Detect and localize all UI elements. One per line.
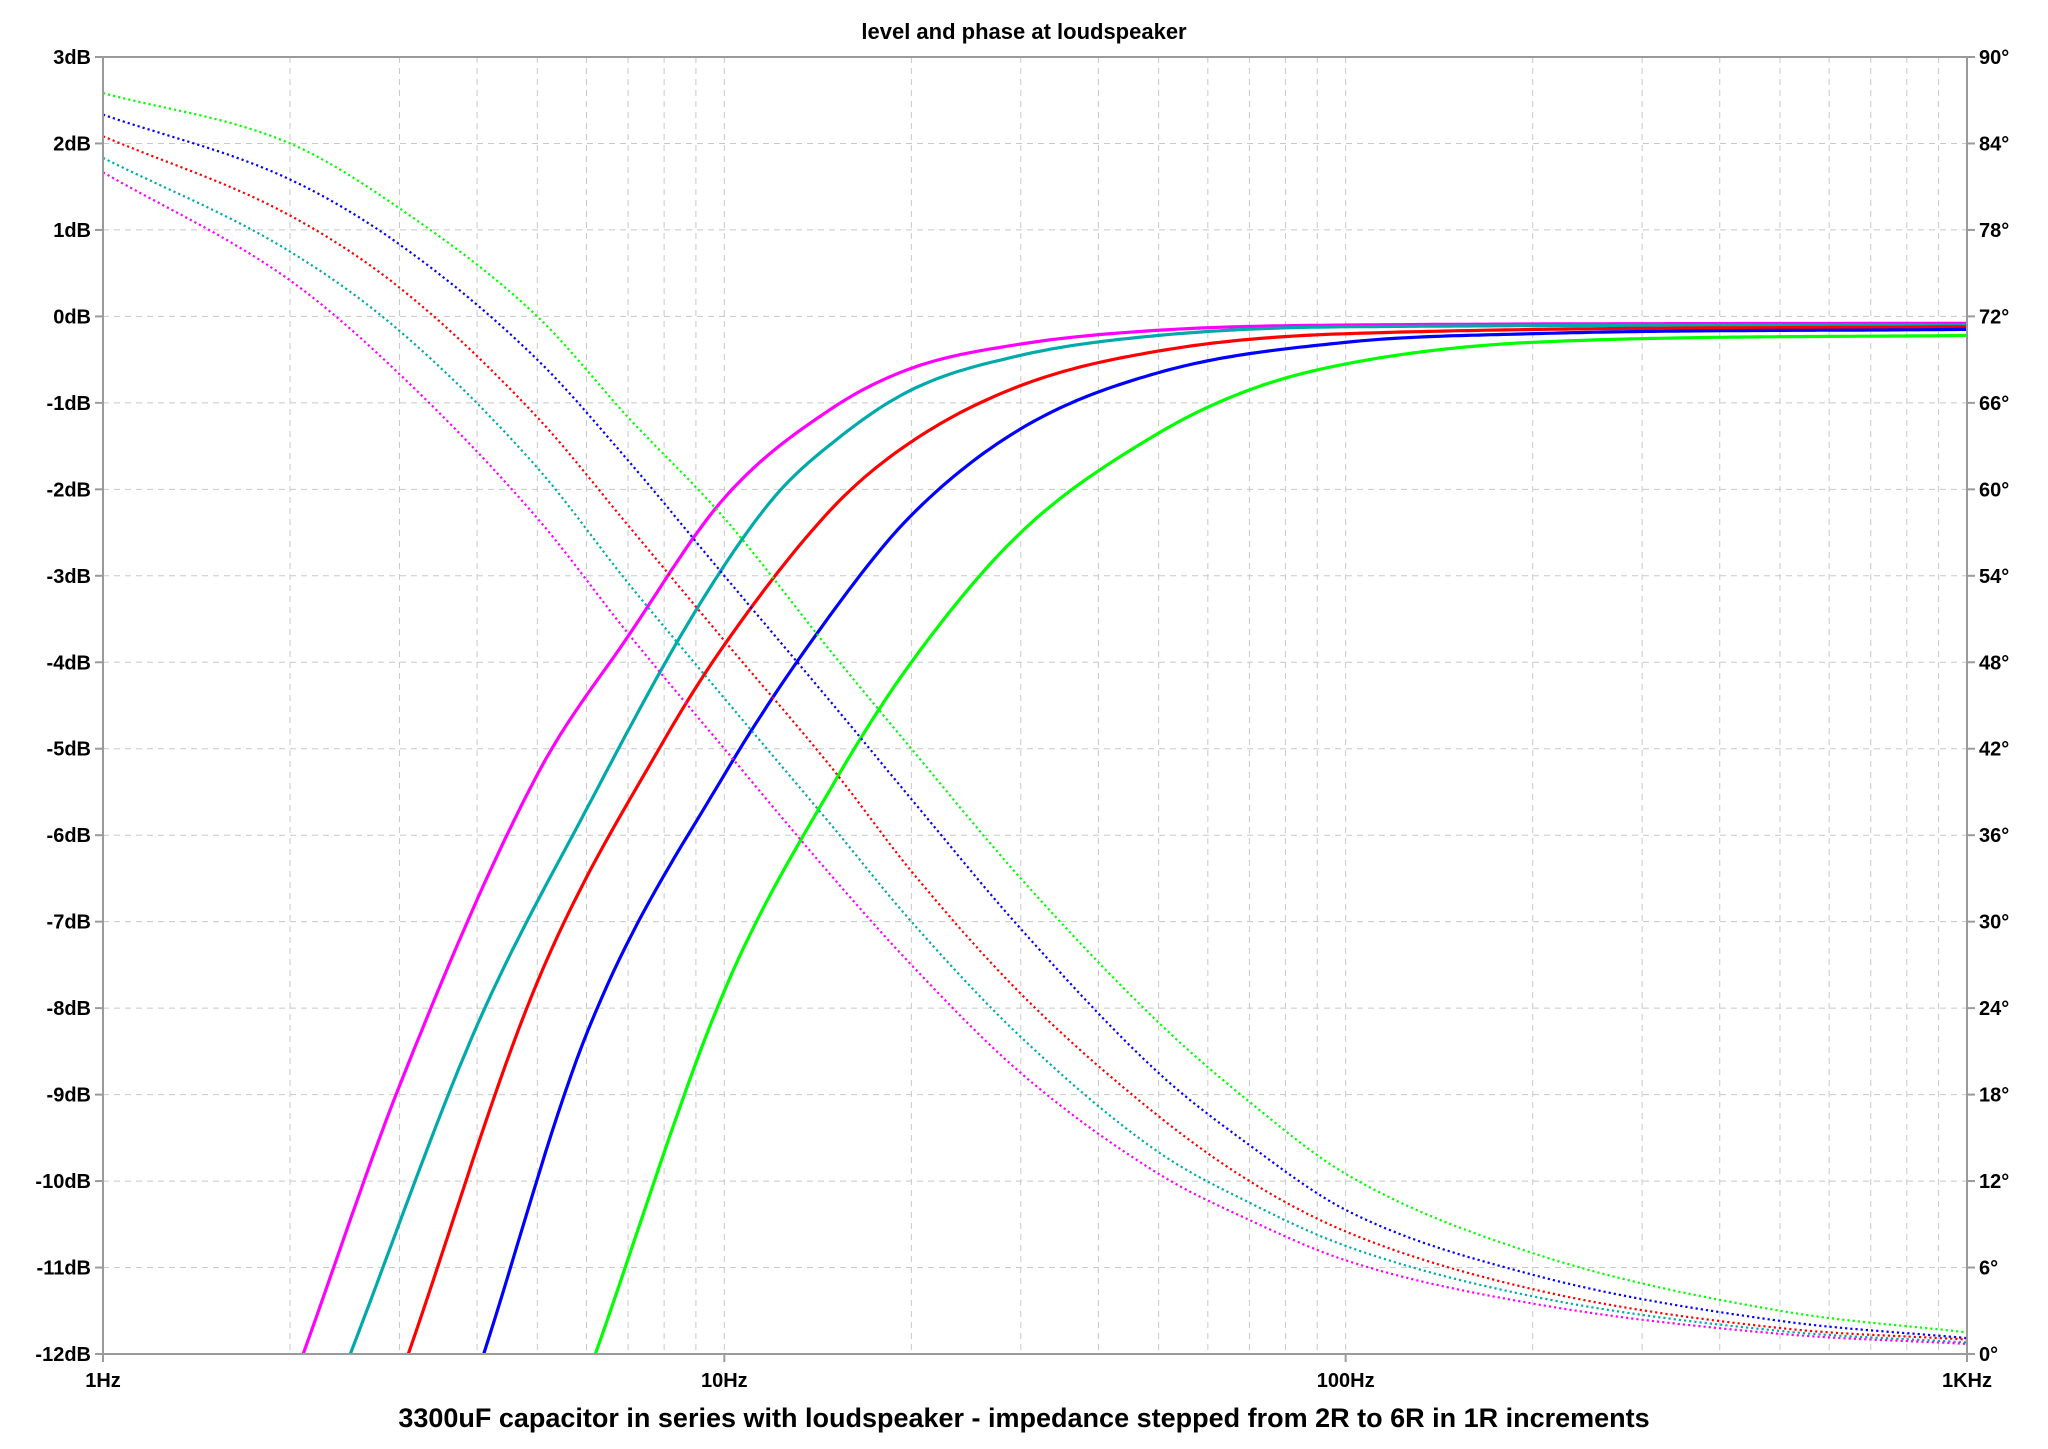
phase-curve-5	[102, 91, 1968, 1334]
gridlines	[103, 57, 1967, 1354]
left-tick-label: -7dB	[47, 912, 91, 934]
right-tick-label: 6°	[1979, 1258, 1998, 1280]
right-tick-label: 72°	[1979, 306, 2009, 328]
x-tick-label: 100Hz	[1317, 1370, 1375, 1392]
left-tick-label: -4dB	[47, 652, 91, 674]
right-tick-label: 66°	[1979, 393, 2009, 415]
x-tick-label: 1KHz	[1942, 1370, 1992, 1392]
level-curve-2	[406, 325, 1967, 1355]
left-tick-label: -9dB	[47, 1085, 91, 1107]
x-axis-labels: 1Hz 10Hz 100Hz 1KHz	[85, 1370, 1992, 1392]
right-tick-label: 54°	[1979, 566, 2009, 588]
left-tick-label: -1dB	[47, 393, 91, 415]
left-tick-label: 3dB	[53, 47, 91, 69]
left-tick-label: 0dB	[53, 306, 91, 328]
tick-marks	[95, 56, 1975, 1362]
plot-frame	[102, 56, 1968, 1355]
level-curve-0	[301, 321, 1967, 1355]
series-curves	[102, 91, 1968, 1355]
left-tick-label: -10dB	[35, 1171, 91, 1193]
level-curve-1	[348, 323, 1968, 1355]
right-tick-label: 0°	[1979, 1344, 1998, 1366]
right-axis-labels: 90° 84° 78° 72° 66° 60° 54° 48° 42° 36° 30° 24° 18° 1…	[1979, 47, 2009, 1366]
right-tick-label: 90°	[1979, 47, 2009, 69]
right-tick-label: 84°	[1979, 133, 2009, 155]
right-tick-label: 24°	[1979, 998, 2009, 1020]
left-tick-label: -12dB	[35, 1344, 91, 1366]
left-tick-label: 2dB	[53, 133, 91, 155]
left-axis-labels: 3dB 2dB 1dB 0dB -1dB -2dB -3dB -4dB -5dB -6dB -7dB…	[35, 47, 91, 1366]
phase-curve-9	[102, 171, 1968, 1345]
left-tick-label: -6dB	[47, 825, 91, 847]
phase-curve-6	[102, 113, 1968, 1340]
x-tick-label: 1Hz	[85, 1370, 121, 1392]
level-curve-3	[482, 327, 1967, 1355]
left-tick-label: -8dB	[47, 998, 91, 1020]
right-tick-label: 36°	[1979, 825, 2009, 847]
right-tick-label: 18°	[1979, 1085, 2009, 1107]
level-curve-4	[593, 333, 1968, 1355]
x-axis-title: 3300uF capacitor in series with loudspea…	[398, 1403, 1649, 1433]
x-tick-label: 10Hz	[701, 1370, 748, 1392]
chart-title: level and phase at loudspeaker	[861, 19, 1187, 44]
left-tick-label: 1dB	[53, 220, 91, 242]
phase-curve-8	[102, 156, 1968, 1344]
right-tick-label: 12°	[1979, 1171, 2009, 1193]
left-tick-label: -11dB	[37, 1258, 91, 1280]
right-tick-label: 48°	[1979, 652, 2009, 674]
right-tick-label: 30°	[1979, 912, 2009, 934]
right-tick-label: 60°	[1979, 479, 2009, 501]
left-tick-label: -5dB	[47, 739, 91, 761]
phase-curve-7	[102, 135, 1968, 1341]
left-tick-label: -3dB	[47, 566, 91, 588]
right-tick-label: 42°	[1979, 739, 2009, 761]
left-tick-label: -2dB	[47, 479, 91, 501]
right-tick-label: 78°	[1979, 220, 2009, 242]
